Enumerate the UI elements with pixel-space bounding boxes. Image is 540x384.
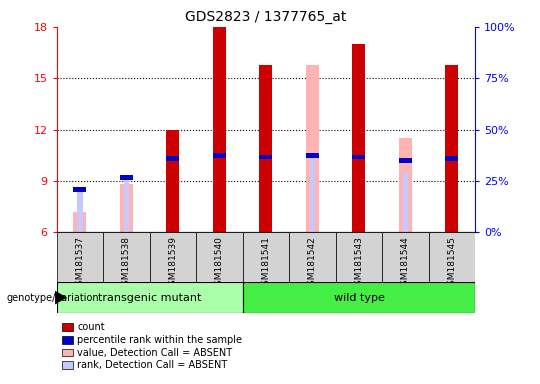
FancyBboxPatch shape <box>336 232 382 282</box>
Bar <box>446 156 458 161</box>
FancyBboxPatch shape <box>289 232 336 282</box>
Text: genotype/variation: genotype/variation <box>6 293 99 303</box>
Text: count: count <box>77 322 105 332</box>
Bar <box>217 155 222 232</box>
Bar <box>213 153 226 158</box>
Bar <box>170 159 176 232</box>
Bar <box>124 177 129 232</box>
Text: GSM181538: GSM181538 <box>122 236 131 291</box>
Bar <box>353 155 366 232</box>
Bar <box>446 65 458 232</box>
Bar <box>166 171 179 232</box>
Bar <box>120 175 133 180</box>
Text: GSM181545: GSM181545 <box>448 236 456 291</box>
FancyBboxPatch shape <box>196 232 242 282</box>
Text: GSM181539: GSM181539 <box>168 236 178 291</box>
Bar <box>399 158 412 163</box>
Bar <box>259 65 273 232</box>
Text: percentile rank within the sample: percentile rank within the sample <box>77 335 242 345</box>
FancyBboxPatch shape <box>242 282 475 313</box>
FancyBboxPatch shape <box>103 232 150 282</box>
Text: GSM181541: GSM181541 <box>261 236 271 291</box>
Text: GSM181540: GSM181540 <box>215 236 224 291</box>
Bar <box>306 153 319 158</box>
Bar <box>77 190 83 232</box>
FancyBboxPatch shape <box>150 232 196 282</box>
Bar <box>73 212 86 232</box>
Bar <box>166 130 179 232</box>
Bar <box>259 159 273 232</box>
FancyBboxPatch shape <box>57 232 103 282</box>
Title: GDS2823 / 1377765_at: GDS2823 / 1377765_at <box>185 10 347 25</box>
FancyBboxPatch shape <box>382 232 429 282</box>
Text: wild type: wild type <box>334 293 384 303</box>
FancyBboxPatch shape <box>57 282 242 313</box>
Bar <box>353 44 366 232</box>
Text: GSM181537: GSM181537 <box>76 236 84 291</box>
Text: transgenic mutant: transgenic mutant <box>98 293 201 303</box>
Bar <box>73 187 86 192</box>
Bar <box>399 138 412 232</box>
Bar <box>213 161 226 232</box>
Text: rank, Detection Call = ABSENT: rank, Detection Call = ABSENT <box>77 360 227 370</box>
Bar <box>403 172 408 232</box>
FancyBboxPatch shape <box>429 232 475 282</box>
Bar <box>353 155 366 159</box>
Bar <box>259 155 273 159</box>
Text: GSM181544: GSM181544 <box>401 236 410 291</box>
Bar <box>449 159 455 232</box>
Bar <box>120 184 133 232</box>
Bar <box>306 65 319 232</box>
Bar <box>213 27 226 232</box>
FancyBboxPatch shape <box>242 232 289 282</box>
Bar <box>309 155 315 232</box>
Text: value, Detection Call = ABSENT: value, Detection Call = ABSENT <box>77 348 232 358</box>
Bar <box>166 156 179 161</box>
Text: GSM181542: GSM181542 <box>308 236 317 291</box>
Text: GSM181543: GSM181543 <box>354 236 363 291</box>
